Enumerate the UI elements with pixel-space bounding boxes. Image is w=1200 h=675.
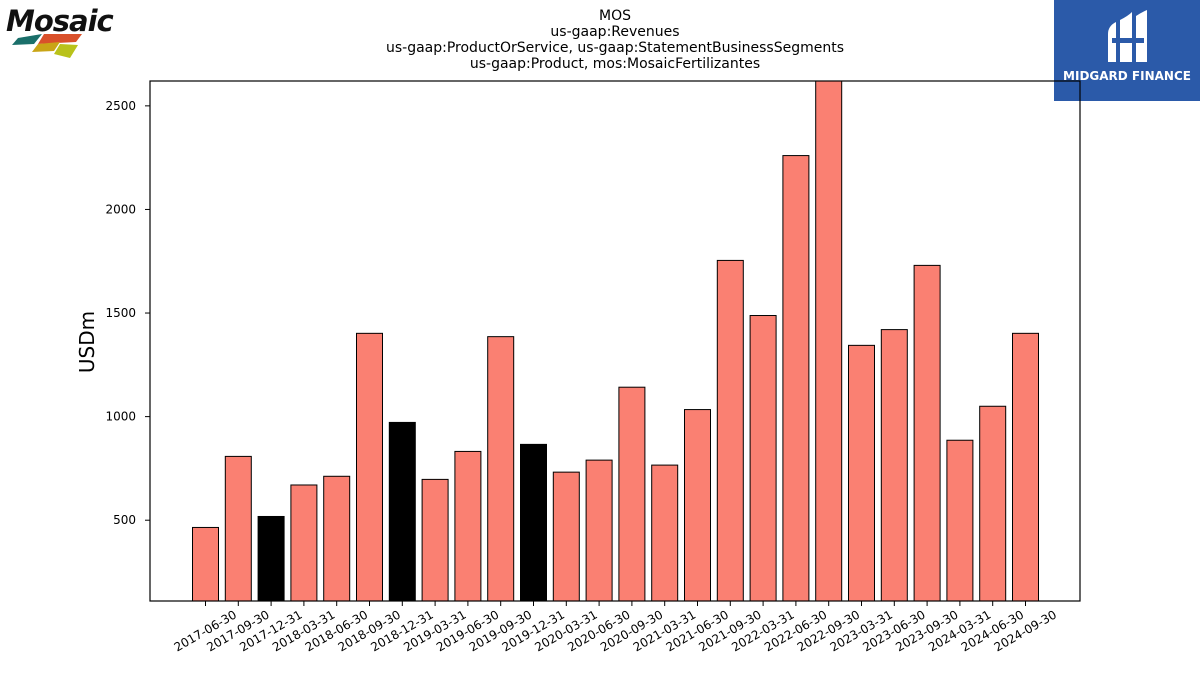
y-tick-label: 2000 (105, 202, 136, 216)
bar (552, 471, 580, 602)
bar (1012, 332, 1039, 602)
bar (421, 478, 449, 602)
bar (979, 405, 1007, 602)
mosaic-tile-yellow (32, 42, 60, 52)
mosaic-logo: Mosaic (4, 4, 128, 62)
bar (192, 526, 219, 602)
bar (585, 459, 613, 602)
mosaic-logo-tiles (12, 34, 82, 58)
y-ticks-group: 500 1000 1500 2000 2500 (105, 99, 150, 527)
axes-group (149, 80, 1081, 602)
mosaic-tile-orange (38, 34, 82, 44)
bar (946, 439, 974, 602)
chart-title-line: us-gaap:Product, mos:MosaicFertilizantes (470, 56, 760, 72)
chart-title-line: us-gaap:Revenues (550, 24, 679, 40)
bar (290, 484, 318, 602)
bar (684, 409, 711, 602)
y-tick-label: 500 (113, 513, 136, 527)
bar (323, 475, 351, 602)
bars-group (192, 80, 1039, 602)
bar (356, 332, 383, 602)
bar (716, 259, 744, 602)
chart-title-line: MOS (599, 8, 631, 24)
bar (913, 264, 941, 602)
midgard-logo-mark-icon (1108, 10, 1147, 62)
midgard-finance-logo: MIDGARD FINANCE (1054, 0, 1200, 101)
bar (257, 515, 285, 602)
bar (224, 455, 252, 602)
bar (815, 80, 843, 602)
y-tick-label: 2500 (105, 99, 136, 113)
mosaic-logo-text: Mosaic (6, 4, 114, 38)
midgard-logo-text: MIDGARD FINANCE (1063, 69, 1191, 83)
y-tick-label: 1500 (105, 306, 136, 320)
bar (454, 450, 482, 602)
chart-title: MOSus-gaap:Revenuesus-gaap:ProductOrServ… (386, 8, 844, 72)
bar (848, 344, 875, 602)
y-axis-label: USDm (75, 311, 99, 373)
bar (520, 443, 547, 602)
bar (618, 386, 646, 602)
mosaic-tile-teal (12, 34, 42, 45)
mosaic-tile-green (54, 44, 78, 58)
bar (880, 329, 908, 602)
bar (782, 155, 810, 602)
bar (388, 421, 416, 602)
plot-frame (149, 80, 1081, 602)
bar (651, 464, 679, 602)
chart-title-line: us-gaap:ProductOrService, us-gaap:Statem… (386, 40, 844, 56)
bar (487, 336, 515, 602)
bar (749, 315, 777, 602)
y-tick-label: 1000 (105, 410, 136, 424)
x-ticks-group: 2017-06-302017-09-302017-12-312018-03-31… (172, 601, 1059, 654)
